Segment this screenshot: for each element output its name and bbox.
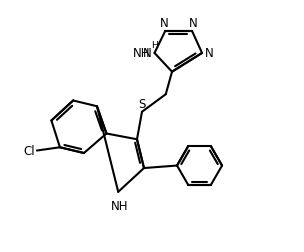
Text: N: N bbox=[189, 17, 198, 30]
Text: N: N bbox=[160, 17, 168, 30]
Text: NH: NH bbox=[133, 47, 151, 60]
Text: Cl: Cl bbox=[23, 144, 35, 158]
Text: N: N bbox=[143, 47, 151, 60]
Text: NH: NH bbox=[111, 200, 128, 212]
Text: H: H bbox=[151, 41, 158, 50]
Text: S: S bbox=[138, 98, 145, 111]
Text: N: N bbox=[205, 47, 214, 60]
